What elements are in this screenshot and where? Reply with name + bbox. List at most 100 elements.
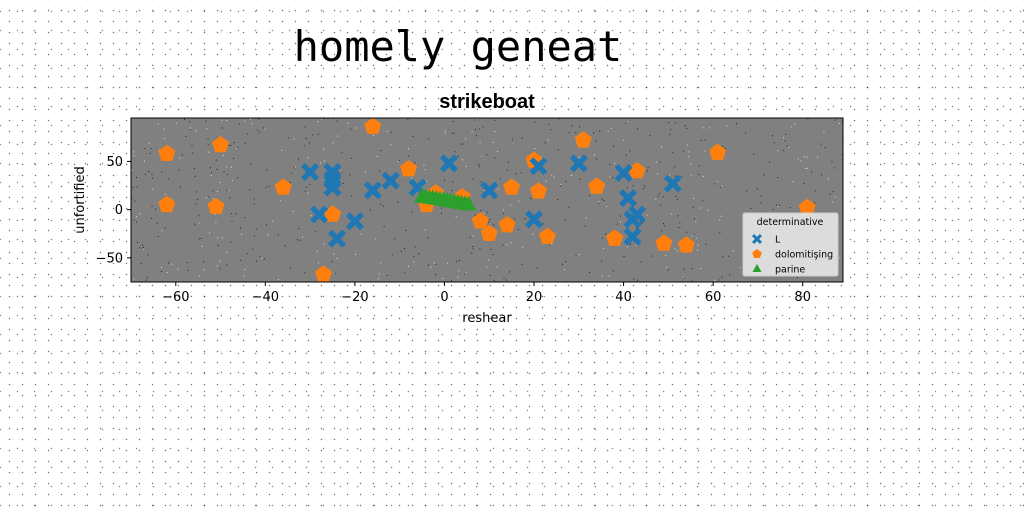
noise-dot	[601, 237, 603, 239]
noise-dot	[451, 132, 453, 134]
noise-dot	[494, 157, 496, 159]
noise-dot	[210, 175, 212, 176]
y-tick-label: 0	[115, 203, 123, 218]
noise-dot	[215, 221, 217, 223]
noise-dot	[623, 139, 625, 141]
noise-dot	[341, 151, 343, 153]
noise-dot	[465, 272, 467, 274]
noise-dot	[704, 150, 706, 152]
noise-dot	[668, 122, 670, 124]
noise-dot	[499, 178, 501, 180]
noise-dot	[640, 222, 642, 224]
noise-dot	[386, 275, 388, 276]
noise-dot	[214, 213, 216, 215]
noise-dot	[601, 275, 603, 277]
legend-marker	[752, 264, 762, 272]
noise-dot	[208, 196, 210, 198]
noise-dot	[610, 127, 612, 129]
noise-dot	[469, 236, 471, 238]
noise-dot	[642, 188, 644, 190]
noise-dot	[200, 238, 202, 239]
noise-dot	[210, 167, 211, 169]
noise-dot	[773, 142, 775, 144]
noise-dot	[147, 254, 149, 256]
noise-dot	[349, 174, 351, 176]
noise-dot	[568, 206, 570, 208]
noise-dot	[444, 130, 446, 132]
noise-dot	[233, 157, 234, 159]
noise-dot	[219, 260, 221, 262]
noise-dot	[704, 139, 706, 141]
noise-dot	[472, 246, 474, 248]
noise-dot	[564, 219, 566, 221]
noise-dot	[267, 234, 269, 236]
noise-dot	[408, 148, 409, 150]
noise-dot	[515, 173, 517, 175]
noise-dot	[657, 173, 659, 175]
noise-dot	[298, 228, 300, 230]
noise-dot	[553, 176, 555, 178]
noise-dot	[151, 173, 153, 175]
noise-dot	[241, 234, 242, 235]
noise-dot	[705, 243, 707, 245]
noise-dot	[430, 266, 432, 268]
data-point	[400, 160, 418, 177]
noise-dot	[171, 263, 173, 265]
noise-dot	[317, 121, 319, 123]
data-point	[709, 143, 727, 160]
noise-dot	[293, 138, 295, 140]
noise-dot	[156, 222, 158, 224]
noise-dot	[486, 154, 488, 156]
noise-dot	[265, 224, 267, 226]
noise-dot	[550, 243, 552, 245]
noise-dot	[632, 185, 634, 187]
noise-dot	[817, 156, 818, 158]
noise-dot	[304, 272, 306, 274]
x-tick-label: 80	[794, 290, 811, 305]
noise-dot	[350, 128, 352, 130]
noise-dot	[405, 230, 407, 231]
data-point	[619, 189, 638, 208]
noise-dot	[647, 170, 649, 172]
noise-dot	[694, 218, 695, 220]
noise-dot	[427, 237, 429, 239]
noise-dot	[630, 243, 631, 245]
data-point	[480, 181, 499, 200]
noise-dot	[832, 201, 834, 203]
noise-dot	[380, 262, 382, 264]
noise-dot	[760, 202, 762, 204]
noise-dot	[474, 128, 476, 130]
noise-dot	[786, 145, 788, 147]
noise-dot	[772, 208, 774, 210]
noise-dot	[548, 123, 550, 125]
noise-dot	[148, 142, 150, 144]
noise-dot	[688, 151, 690, 153]
noise-dot	[493, 280, 495, 281]
noise-dot	[144, 173, 146, 175]
noise-dot	[219, 182, 221, 183]
noise-dot	[641, 222, 643, 224]
noise-dot	[411, 177, 413, 179]
legend-label: dolomitişing	[775, 250, 833, 261]
noise-dot	[494, 130, 496, 132]
noise-dot	[719, 232, 721, 234]
noise-dot	[834, 119, 836, 121]
noise-dot	[714, 279, 716, 281]
noise-dot	[478, 163, 480, 165]
noise-dot	[261, 257, 263, 259]
noise-dot	[691, 268, 693, 269]
noise-dot	[310, 215, 312, 217]
noise-dot	[626, 246, 628, 248]
noise-dot	[578, 254, 580, 256]
noise-dot	[133, 151, 135, 153]
data-point	[628, 205, 647, 224]
noise-dot	[579, 156, 581, 158]
noise-dot	[131, 197, 133, 199]
noise-dot	[695, 221, 697, 223]
noise-dot	[230, 144, 232, 146]
noise-dot	[137, 242, 138, 243]
noise-dot	[690, 174, 692, 176]
noise-dot	[625, 154, 627, 156]
noise-dot	[451, 190, 453, 191]
data-point	[323, 178, 342, 197]
